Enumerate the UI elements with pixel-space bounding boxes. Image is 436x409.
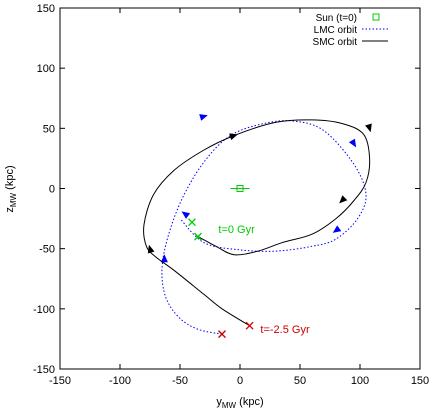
lmc-orbit-arrow	[160, 254, 168, 263]
y-axis-label-unit: (kpc)	[4, 165, 16, 193]
smc-t-0-marker	[194, 232, 202, 241]
x-axis-label: yMW (kpc)	[216, 396, 263, 409]
smc-orbit-arrow	[229, 133, 238, 141]
smc-orbit-arrow	[147, 244, 155, 254]
y-tick-label: -100	[33, 304, 55, 316]
x-tick-label: 100	[351, 375, 369, 387]
x-tick-label: 50	[294, 375, 306, 387]
x-tick-label: 0	[237, 375, 243, 387]
lmc-t-2-5-marker	[218, 330, 226, 339]
y-tick-label: 100	[37, 63, 55, 75]
x-stroke	[245, 321, 254, 330]
y-tick-label: 150	[37, 3, 55, 15]
smc-orbit-line	[143, 119, 371, 327]
x-axis-label-unit: (kpc)	[236, 396, 264, 408]
y-axis-label-main: z	[4, 207, 16, 213]
x-axis-label-sub: MW	[222, 401, 237, 409]
x-tick-label: -50	[172, 375, 188, 387]
x-stroke	[188, 218, 196, 227]
lmc-orbit-arrow	[181, 211, 191, 219]
y-tick-label: -50	[39, 244, 55, 256]
smc-orbit-arrow	[365, 123, 372, 133]
lmc-orbit-arrow	[332, 225, 342, 233]
smc-orbit-arrow	[339, 195, 348, 204]
axis-ticks: -150 -100 -50 0 50 100 150 -150 -100 -50 0 50 100 150	[33, 3, 429, 387]
lmc-t-0-marker	[188, 218, 196, 227]
sun-t-0--marker	[236, 185, 244, 192]
x-axis-label-main: y	[216, 396, 222, 408]
lmc-orbit-arrow	[348, 138, 357, 148]
y-axis-label-sub: MW	[9, 192, 18, 207]
annotation-label: t=0 Gyr	[218, 224, 255, 236]
legend-label: Sun (t=0)	[316, 13, 357, 24]
lmc-orbit-line	[161, 120, 367, 335]
x-tick-label: -100	[109, 375, 131, 387]
legend-label: LMC orbit	[314, 25, 358, 36]
plot-markers	[188, 185, 254, 339]
annotation-label: t=-2.5 Gyr	[260, 324, 310, 336]
x-tick-label: -150	[49, 375, 71, 387]
legend-sun-marker	[372, 13, 380, 21]
y-tick-label: -150	[33, 364, 55, 376]
x-stroke	[218, 330, 226, 339]
smc-t-2-5-marker	[245, 321, 254, 330]
x-stroke	[194, 232, 202, 241]
lmc-orbit-arrow	[199, 114, 208, 121]
y-tick-label: 0	[49, 184, 55, 196]
legend-label: SMC orbit	[313, 37, 358, 48]
x-tick-label: 150	[411, 375, 429, 387]
orbit-series	[143, 114, 372, 335]
y-tick-label: 50	[43, 123, 55, 135]
plot-annotations: t=0 Gyr t=-2.5 Gyr	[218, 224, 310, 336]
y-axis-label: zMW (kpc)	[4, 165, 18, 212]
